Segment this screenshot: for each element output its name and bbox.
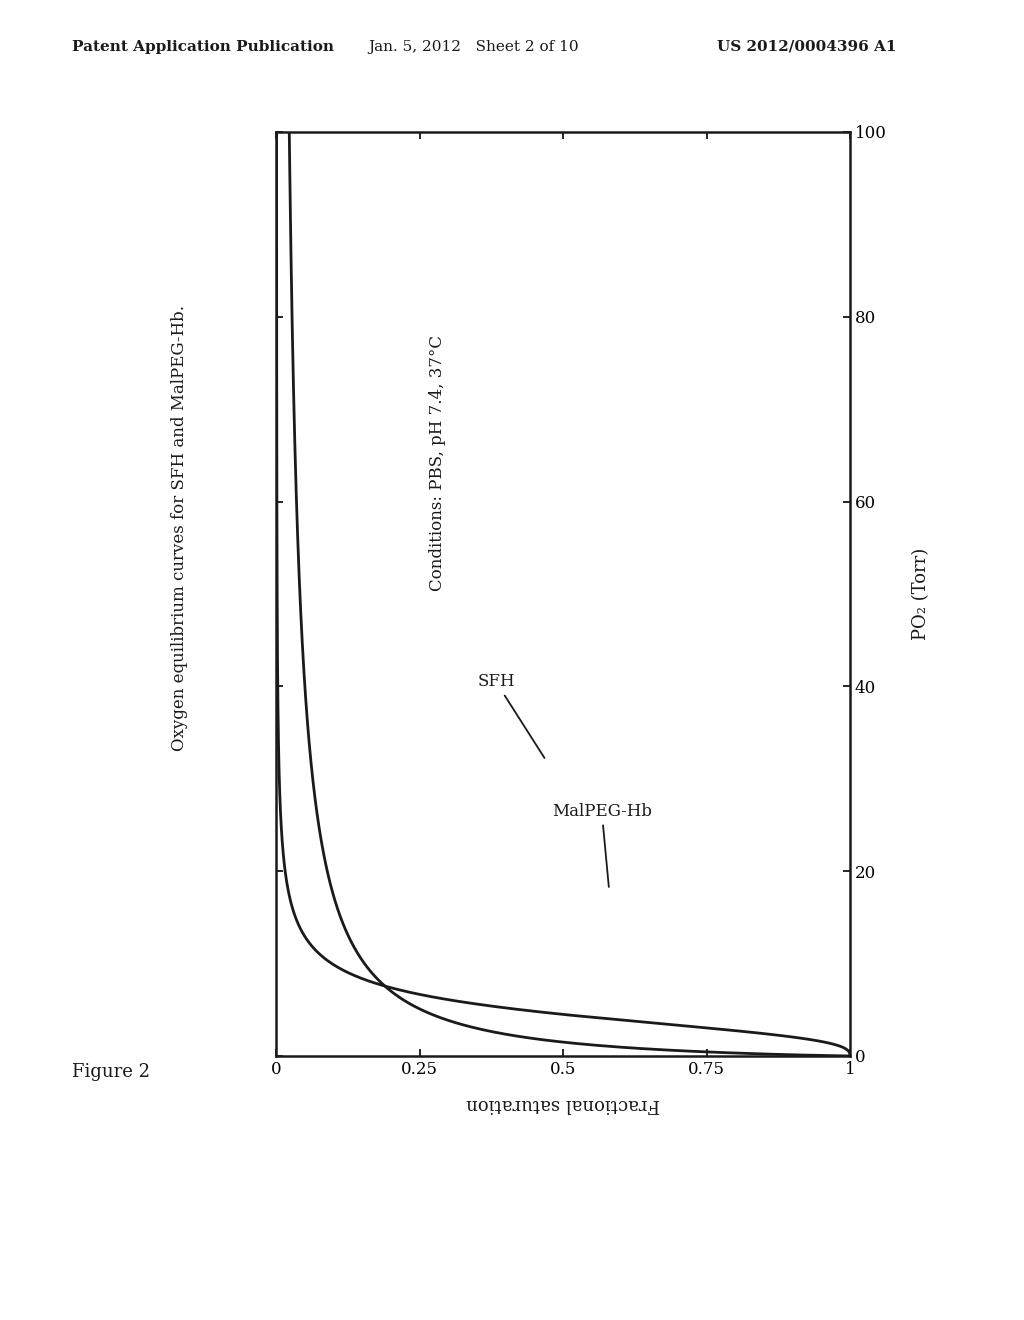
Text: MalPEG-Hb: MalPEG-Hb	[552, 803, 651, 887]
Text: Conditions: PBS, pH 7.4, 37°C: Conditions: PBS, pH 7.4, 37°C	[428, 335, 445, 591]
Text: SFH: SFH	[477, 673, 545, 758]
Text: Jan. 5, 2012   Sheet 2 of 10: Jan. 5, 2012 Sheet 2 of 10	[369, 40, 580, 54]
Text: Patent Application Publication: Patent Application Publication	[72, 40, 334, 54]
X-axis label: Fractional saturation: Fractional saturation	[466, 1094, 660, 1113]
Text: Oxygen equilibrium curves for SFH and MalPEG-Hb.: Oxygen equilibrium curves for SFH and Ma…	[171, 305, 187, 751]
Y-axis label: PO₂ (Torr): PO₂ (Torr)	[911, 548, 930, 640]
Text: US 2012/0004396 A1: US 2012/0004396 A1	[717, 40, 896, 54]
Text: Figure 2: Figure 2	[72, 1063, 150, 1081]
